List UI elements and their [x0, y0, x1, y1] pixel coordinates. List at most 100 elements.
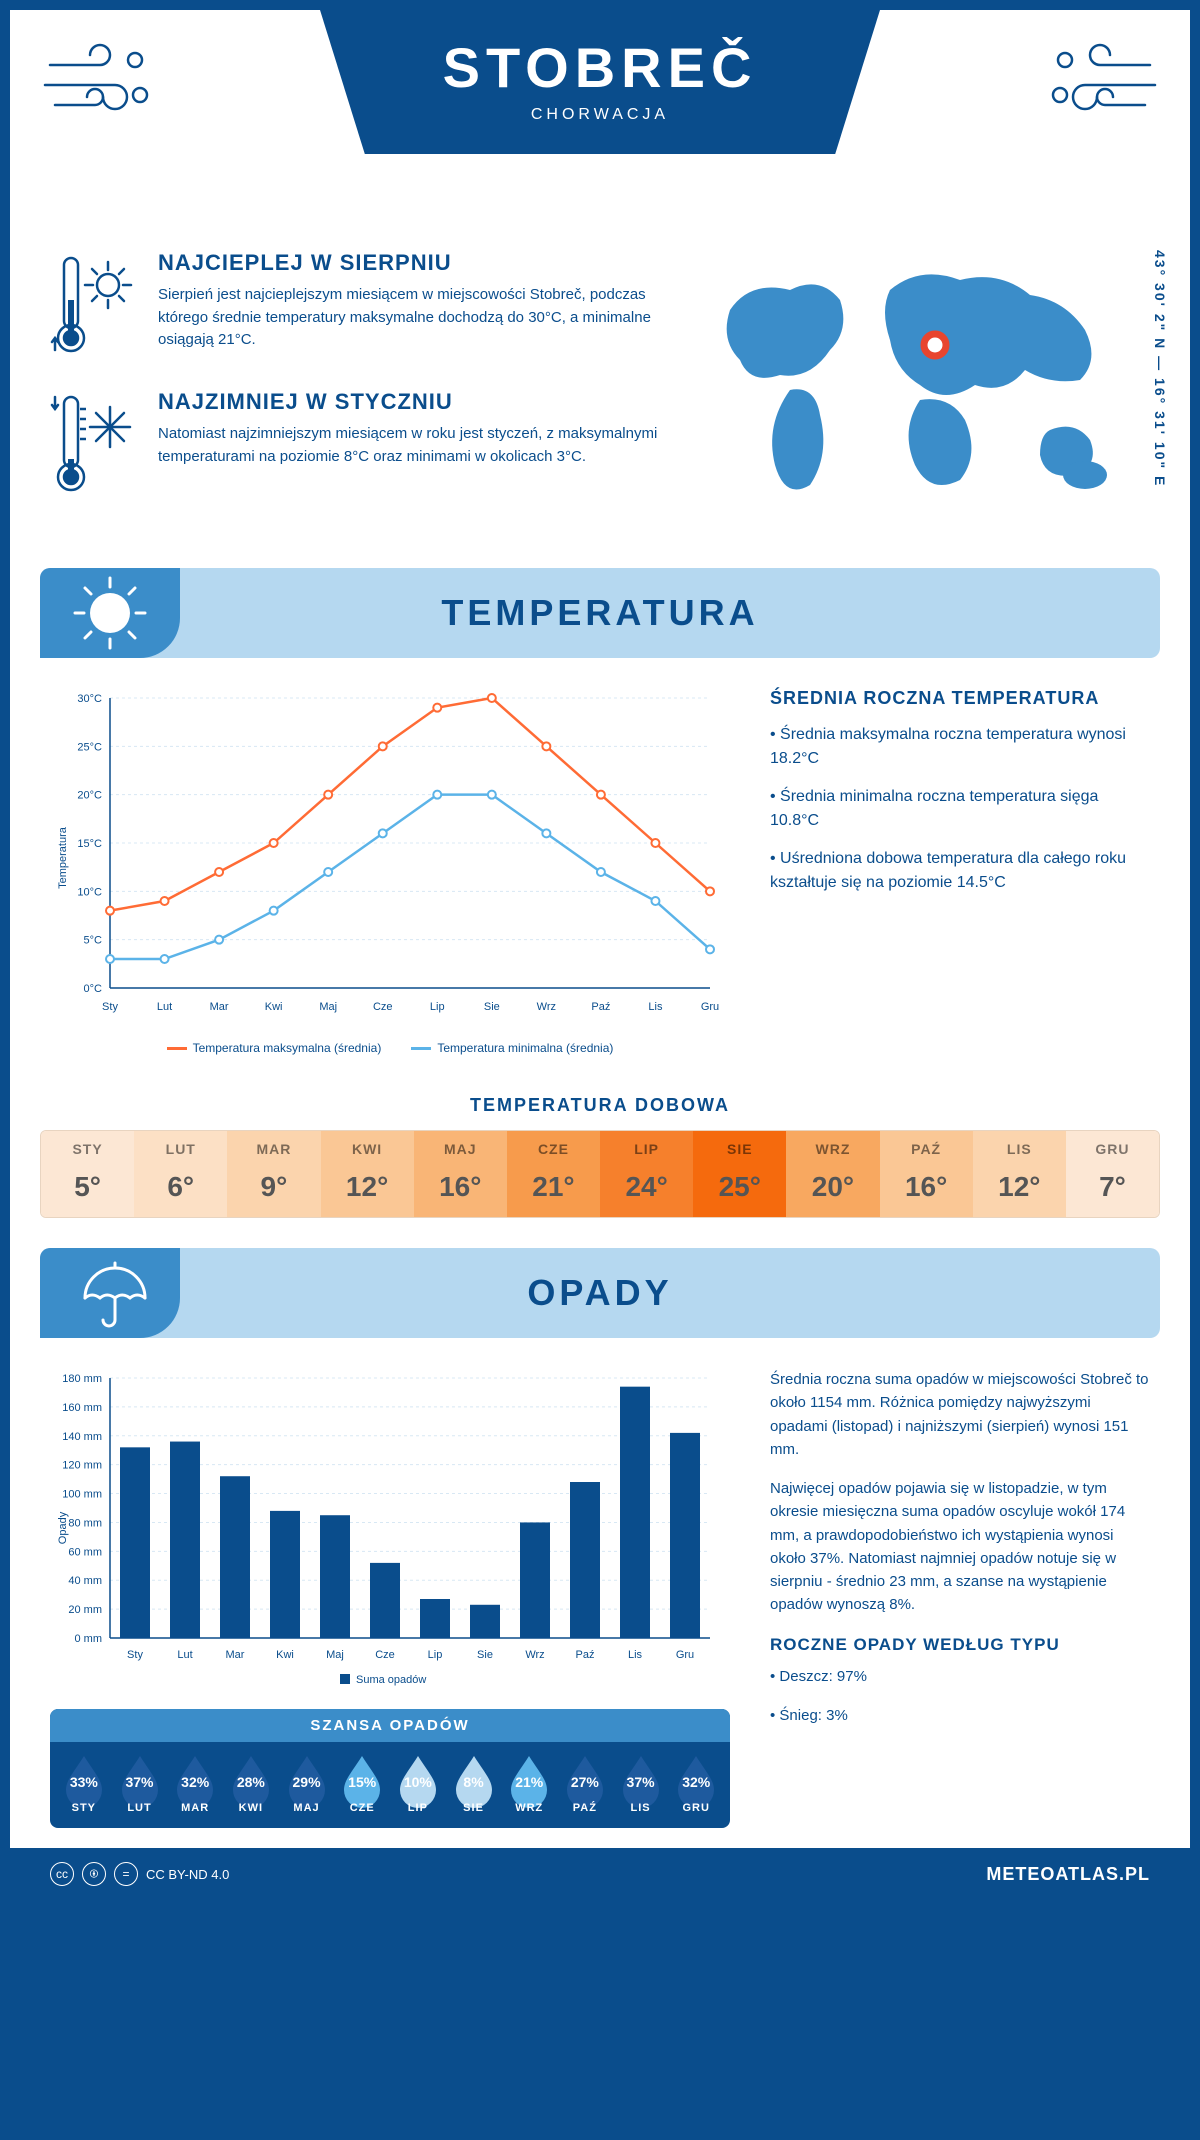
daily-temp-cell: LIS12°	[973, 1131, 1066, 1217]
svg-text:Paź: Paź	[576, 1649, 595, 1661]
svg-text:100 mm: 100 mm	[62, 1489, 102, 1501]
legend-max: Temperatura maksymalna (średnia)	[167, 1041, 382, 1055]
precip-chance-drop: 37%LUT	[112, 1752, 168, 1814]
svg-text:Sty: Sty	[127, 1649, 143, 1661]
svg-text:Lip: Lip	[430, 1001, 445, 1013]
svg-text:Opady: Opady	[57, 1511, 69, 1544]
section-title: OPADY	[527, 1272, 672, 1314]
svg-text:0 mm: 0 mm	[75, 1633, 103, 1645]
wind-icon	[40, 40, 160, 135]
svg-text:25°C: 25°C	[77, 741, 102, 753]
facts-column: NAJCIEPLEJ W SIERPNIU Sierpień jest najc…	[50, 250, 660, 528]
precip-chance-drop: 27%PAŹ	[557, 1752, 613, 1814]
temperature-chart: 0°C5°C10°C15°C20°C25°C30°CStyLutMarKwiMa…	[50, 688, 730, 1055]
svg-text:20 mm: 20 mm	[68, 1604, 102, 1616]
svg-text:Cze: Cze	[375, 1649, 395, 1661]
svg-text:Sty: Sty	[102, 1001, 118, 1013]
precip-chance-drop: 15%CZE	[334, 1752, 390, 1814]
daily-temp-cell: SIE25°	[693, 1131, 786, 1217]
daily-temp-cell: LIP24°	[600, 1131, 693, 1217]
svg-text:Sie: Sie	[484, 1001, 500, 1013]
daily-temp-cell: STY5°	[41, 1131, 134, 1217]
summary-point: • Średnia maksymalna roczna temperatura …	[770, 723, 1150, 771]
svg-text:160 mm: 160 mm	[62, 1402, 102, 1414]
site-name: METEOATLAS.PL	[986, 1864, 1150, 1885]
svg-text:Maj: Maj	[326, 1649, 344, 1661]
svg-text:Gru: Gru	[676, 1649, 694, 1661]
svg-text:30°C: 30°C	[77, 693, 102, 705]
precip-chance-drop: 37%LIS	[613, 1752, 669, 1814]
svg-text:5°C: 5°C	[84, 935, 103, 947]
daily-temp-table: STY5°LUT6°MAR9°KWI12°MAJ16°CZE21°LIP24°S…	[40, 1130, 1160, 1218]
svg-text:15°C: 15°C	[77, 838, 102, 850]
legend-min: Temperatura minimalna (średnia)	[411, 1041, 613, 1055]
daily-temp-cell: GRU7°	[1066, 1131, 1159, 1217]
page-subtitle: CHORWACJA	[320, 106, 880, 124]
precip-chance-drop: 32%GRU	[668, 1752, 724, 1814]
world-map-icon	[690, 250, 1150, 510]
fact-cold: NAJZIMNIEJ W STYCZNIU Natomiast najzimni…	[50, 389, 660, 504]
chance-title: SZANSA OPADÓW	[50, 1709, 730, 1742]
svg-text:80 mm: 80 mm	[68, 1517, 102, 1529]
fact-warm-title: NAJCIEPLEJ W SIERPNIU	[158, 250, 660, 276]
precip-bar-chart: 0 mm20 mm40 mm60 mm80 mm100 mm120 mm140 …	[50, 1368, 730, 1688]
daily-temp-cell: MAR9°	[227, 1131, 320, 1217]
precip-chance-drop: 10%LIP	[390, 1752, 446, 1814]
precip-chance-drop: 8%SIE	[446, 1752, 502, 1814]
svg-text:Lis: Lis	[628, 1649, 643, 1661]
precip-by-type-title: ROCZNE OPADY WEDŁUG TYPU	[770, 1635, 1150, 1655]
svg-text:Lip: Lip	[428, 1649, 443, 1661]
svg-text:Mar: Mar	[210, 1001, 229, 1013]
svg-text:120 mm: 120 mm	[62, 1460, 102, 1472]
precip-chance-drop: 32%MAR	[167, 1752, 223, 1814]
temperature-summary: ŚREDNIA ROCZNA TEMPERATURA • Średnia mak…	[770, 688, 1150, 1055]
svg-text:Kwi: Kwi	[276, 1649, 294, 1661]
svg-text:180 mm: 180 mm	[62, 1373, 102, 1385]
temperature-block: 0°C5°C10°C15°C20°C25°C30°CStyLutMarKwiMa…	[10, 678, 1190, 1075]
svg-text:Lis: Lis	[648, 1001, 663, 1013]
fact-warm: NAJCIEPLEJ W SIERPNIU Sierpień jest najc…	[50, 250, 660, 365]
intro-row: NAJCIEPLEJ W SIERPNIU Sierpień jest najc…	[10, 230, 1190, 558]
section-title: TEMPERATURA	[441, 592, 758, 634]
precip-block: 0 mm20 mm40 mm60 mm80 mm100 mm120 mm140 …	[10, 1358, 1190, 1848]
svg-text:Sie: Sie	[477, 1649, 493, 1661]
nd-icon: =	[114, 1862, 138, 1886]
temperature-legend: Temperatura maksymalna (średnia) Tempera…	[50, 1041, 730, 1055]
svg-text:Wrz: Wrz	[537, 1001, 556, 1013]
precip-chance-table: SZANSA OPADÓW 33%STY 37%LUT 32%MAR 28%KW…	[50, 1709, 730, 1828]
wind-icon	[1040, 40, 1160, 135]
daily-temp-cell: KWI12°	[321, 1131, 414, 1217]
svg-text:Paź: Paź	[591, 1001, 610, 1013]
fact-warm-body: Sierpień jest najcieplejszym miesiącem w…	[158, 284, 660, 352]
svg-text:Mar: Mar	[226, 1649, 245, 1661]
fact-cold-body: Natomiast najzimniejszym miesiącem w rok…	[158, 423, 660, 468]
svg-text:Lut: Lut	[177, 1649, 192, 1661]
thermometer-hot-icon	[50, 250, 140, 365]
svg-text:Lut: Lut	[157, 1001, 172, 1013]
svg-text:Gru: Gru	[701, 1001, 719, 1013]
svg-text:40 mm: 40 mm	[68, 1575, 102, 1587]
cc-icon: cc	[50, 1862, 74, 1886]
svg-text:20°C: 20°C	[77, 790, 102, 802]
fact-cold-title: NAJZIMNIEJ W STYCZNIU	[158, 389, 660, 415]
umbrella-icon	[40, 1248, 180, 1338]
license-text: CC BY-ND 4.0	[146, 1867, 229, 1882]
summary-point: • Uśredniona dobowa temperatura dla całe…	[770, 847, 1150, 895]
summary-title: ŚREDNIA ROCZNA TEMPERATURA	[770, 688, 1150, 709]
header: STOBREČ CHORWACJA	[10, 10, 1190, 230]
page: STOBREČ CHORWACJA	[10, 10, 1190, 1900]
footer: cc 🅯 = CC BY-ND 4.0 METEOATLAS.PL	[10, 1848, 1190, 1900]
precip-summary: Średnia roczna suma opadów w miejscowośc…	[770, 1368, 1150, 1828]
svg-text:140 mm: 140 mm	[62, 1431, 102, 1443]
section-banner-precip: OPADY	[40, 1248, 1160, 1338]
page-title: STOBREČ	[320, 35, 880, 100]
svg-text:Temperatura: Temperatura	[57, 826, 69, 889]
precip-by-type: • Deszcz: 97%	[770, 1665, 1150, 1688]
svg-text:10°C: 10°C	[77, 886, 102, 898]
daily-temp-cell: MAJ16°	[414, 1131, 507, 1217]
section-banner-temperature: TEMPERATURA	[40, 568, 1160, 658]
daily-temp-cell: WRZ20°	[786, 1131, 879, 1217]
precip-left: 0 mm20 mm40 mm60 mm80 mm100 mm120 mm140 …	[50, 1368, 730, 1828]
svg-text:Suma opadów: Suma opadów	[356, 1674, 426, 1686]
coordinates-label: 43° 30' 2" N — 16° 31' 10" E	[1152, 250, 1168, 487]
